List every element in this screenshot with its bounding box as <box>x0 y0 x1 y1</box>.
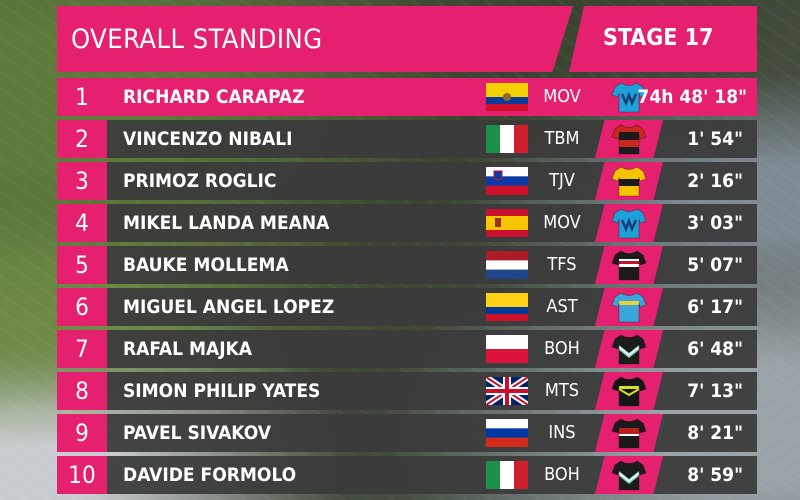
standing-row: 7 RAFAL MAJKA BOH 6' 48" <box>57 330 757 368</box>
rank-number: 3 <box>57 162 107 200</box>
poland-flag <box>486 335 528 363</box>
standing-row: 10 DAVIDE FORMOLO BOH 8' 59" <box>57 456 757 494</box>
mitchelton-scott-jersey-icon <box>611 376 647 407</box>
rider-bar: PRIMOZ ROGLIC TJV 2' 16" <box>107 162 757 200</box>
bora-hansgrohe-jersey-icon <box>611 460 647 491</box>
netherlands-flag <box>486 251 528 279</box>
rider-bar: DAVIDE FORMOLO BOH 8' 59" <box>107 456 757 494</box>
rank-number: 8 <box>57 372 107 410</box>
trek-segafredo-jersey-icon <box>611 250 647 281</box>
stage-panel: STAGE 17 <box>569 6 757 72</box>
rider-name: MIKEL LANDA MEANA <box>123 212 330 234</box>
standing-row: 3 PRIMOZ ROGLIC TJV 2' 16" <box>57 162 757 200</box>
rider-bar: VINCENZO NIBALI TBM 1' 54" <box>107 120 757 158</box>
team-code: BOH <box>544 464 580 485</box>
rider-bar: RICHARD CARAPAZ MOV 74h 48' 18" <box>107 78 757 116</box>
colombia-flag <box>486 293 528 321</box>
rank-number: 4 <box>57 204 107 242</box>
jumbo-visma-jersey-icon <box>611 166 647 197</box>
rider-name: RICHARD CARAPAZ <box>123 86 305 108</box>
rider-name: VINCENZO NIBALI <box>123 128 293 150</box>
team-code: TJV <box>549 170 575 191</box>
astana-jersey-icon <box>611 292 647 323</box>
team-code: TBM <box>544 128 580 149</box>
rank-number: 1 <box>57 78 107 116</box>
rider-name: PAVEL SIVAKOV <box>123 422 271 444</box>
standing-row: 8 SIMON PHILIP YATES MTS 7' 13" <box>57 372 757 410</box>
rank-number: 6 <box>57 288 107 326</box>
rider-name: BAUKE MOLLEMA <box>123 254 289 276</box>
team-code: AST <box>546 296 578 317</box>
standing-row: 9 PAVEL SIVAKOV INS 8' 21" <box>57 414 757 452</box>
bora-hansgrohe-jersey-icon <box>611 334 647 365</box>
team-code: MOV <box>543 86 581 107</box>
uk-flag <box>486 377 528 405</box>
bahrain-merida-jersey-icon <box>611 124 647 155</box>
standing-row: 1 RICHARD CARAPAZ MOV 74h 48' 18" <box>57 78 757 116</box>
rider-name: SIMON PHILIP YATES <box>123 380 321 402</box>
rank-number: 10 <box>57 456 107 494</box>
time-gap: 8' 21" <box>687 422 743 444</box>
ecuador-flag <box>486 83 528 111</box>
rider-bar: SIMON PHILIP YATES MTS 7' 13" <box>107 372 757 410</box>
standing-row: 2 VINCENZO NIBALI TBM 1' 54" <box>57 120 757 158</box>
time-gap: 2' 16" <box>687 170 743 192</box>
jersey-panel <box>595 120 663 158</box>
rider-bar: PAVEL SIVAKOV INS 8' 21" <box>107 414 757 452</box>
italy-flag <box>486 125 528 153</box>
jersey-panel <box>595 456 663 494</box>
jersey-panel <box>595 372 663 410</box>
rank-number: 9 <box>57 414 107 452</box>
rider-bar: MIKEL LANDA MEANA MOV 3' 03" <box>107 204 757 242</box>
movistar-jersey-icon <box>611 208 647 239</box>
team-code: INS <box>548 422 576 443</box>
rider-bar: BAUKE MOLLEMA TFS 5' 07" <box>107 246 757 284</box>
movistar-jersey-icon <box>611 82 647 113</box>
slovenia-flag <box>486 167 528 195</box>
time-gap: 6' 17" <box>687 296 743 318</box>
team-code: TFS <box>547 254 577 275</box>
jersey-panel <box>595 414 663 452</box>
rank-number: 2 <box>57 120 107 158</box>
time-gap: 6' 48" <box>687 338 743 360</box>
jersey-panel <box>595 288 663 326</box>
standing-row: 4 MIKEL LANDA MEANA MOV 3' 03" <box>57 204 757 242</box>
standings-title-panel: OVERALL STANDING <box>57 6 573 72</box>
jersey-panel <box>595 246 663 284</box>
team-code: MTS <box>544 380 580 401</box>
rider-bar: MIGUEL ANGEL LOPEZ AST 6' 17" <box>107 288 757 326</box>
russia-flag <box>486 419 528 447</box>
spain-flag <box>486 209 528 237</box>
jersey-panel <box>595 330 663 368</box>
standings-title: OVERALL STANDING <box>71 24 323 55</box>
standing-row: 6 MIGUEL ANGEL LOPEZ AST 6' 17" <box>57 288 757 326</box>
rider-name: MIGUEL ANGEL LOPEZ <box>123 296 335 318</box>
rank-number: 5 <box>57 246 107 284</box>
jersey-panel <box>595 78 663 116</box>
team-code: BOH <box>544 338 580 359</box>
rider-name: PRIMOZ ROGLIC <box>123 170 277 192</box>
rank-number: 7 <box>57 330 107 368</box>
team-ineos-jersey-icon <box>611 418 647 449</box>
time-gap: 8' 59" <box>687 464 743 486</box>
rider-name: DAVIDE FORMOLO <box>123 464 297 486</box>
jersey-panel <box>595 162 663 200</box>
time-gap: 5' 07" <box>687 254 743 276</box>
stage-label: STAGE 17 <box>603 25 714 51</box>
time-gap: 74h 48' 18" <box>637 86 747 108</box>
time-gap: 1' 54" <box>687 128 743 150</box>
jersey-panel <box>595 204 663 242</box>
standing-row: 5 BAUKE MOLLEMA TFS 5' 07" <box>57 246 757 284</box>
rider-bar: RAFAL MAJKA BOH 6' 48" <box>107 330 757 368</box>
team-code: MOV <box>543 212 581 233</box>
italy-flag <box>486 461 528 489</box>
time-gap: 3' 03" <box>687 212 743 234</box>
time-gap: 7' 13" <box>687 380 743 402</box>
rider-name: RAFAL MAJKA <box>123 338 253 360</box>
